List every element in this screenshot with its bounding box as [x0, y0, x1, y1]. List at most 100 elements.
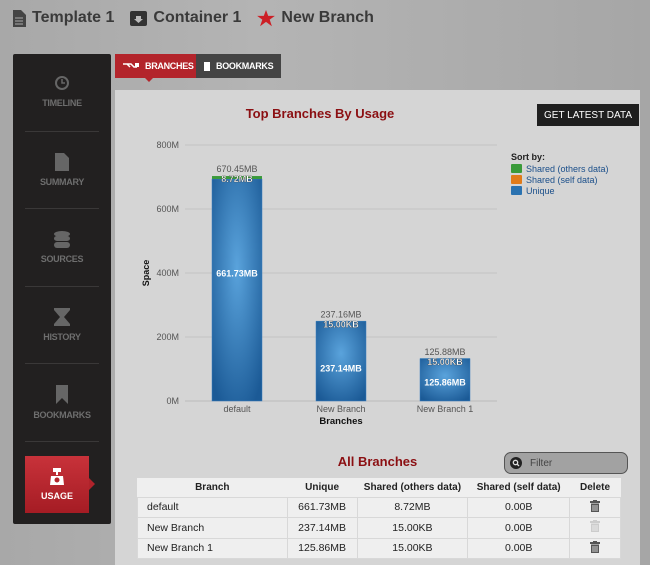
sidebar-item-label: SUMMARY — [39, 176, 85, 187]
table-cell: 0.00B — [467, 517, 571, 539]
y-tick-label: 400M — [156, 268, 179, 278]
bar-unique — [315, 321, 367, 402]
clock-icon — [55, 76, 69, 91]
bookmark-icon — [204, 61, 210, 71]
sidebar-item-label: TIMELINE — [42, 98, 82, 109]
bar-unique — [419, 358, 471, 402]
table-cell: 0.00B — [467, 496, 571, 518]
bar-unique-label: 125.86MB — [424, 377, 466, 387]
delete-cell — [569, 537, 621, 559]
legend-swatch — [511, 164, 522, 173]
sidebar-item-sources[interactable]: SOURCES — [25, 209, 99, 287]
document-icon — [55, 152, 69, 171]
container-icon — [130, 10, 148, 26]
star-icon — [257, 9, 276, 26]
tab-label: BRANCHES — [145, 61, 194, 71]
trash-icon[interactable] — [590, 540, 601, 553]
y-axis-label: Space — [141, 260, 151, 287]
sidebar-item-bookmarks[interactable]: BOOKMARKS — [25, 364, 99, 442]
breadcrumb-template[interactable]: Template 1 — [12, 9, 114, 27]
table-row[interactable]: New Branch 1 125.86MB 15.00KB 0.00B — [137, 537, 621, 559]
sidebar-item-timeline[interactable]: TIMELINE — [25, 54, 99, 132]
chart-title: Top Branches By Usage — [245, 106, 395, 121]
filter-placeholder: Filter — [530, 457, 553, 469]
table-cell: 8.72MB — [356, 496, 469, 518]
bar-shared-label: 8.72MB — [221, 174, 253, 184]
bar-shared-label: 15.00KB — [427, 357, 463, 367]
table-title: All Branches — [115, 454, 640, 469]
bar-shared-others — [420, 358, 470, 359]
table-row[interactable]: default 661.73MB 8.72MB 0.00B — [137, 496, 621, 518]
breadcrumb: Template 1 Container 1 New Branch — [12, 9, 374, 27]
database-icon — [54, 230, 70, 248]
bar-shared-others — [212, 176, 262, 179]
breadcrumb-label: Container 1 — [153, 9, 242, 26]
hourglass-icon — [54, 307, 70, 326]
legend-entry[interactable]: Shared (others data) — [526, 164, 609, 174]
legend-entry[interactable]: Shared (self data) — [526, 175, 598, 185]
legend-swatch — [511, 186, 522, 195]
bookmark-icon — [56, 384, 68, 404]
usage-panel: 0M 200M 400M 600M 800M 670.45MB 8.72MB 661.73MB… — [115, 90, 640, 565]
x-axis-label: Branches — [319, 416, 362, 427]
legend-swatch — [511, 175, 522, 184]
scale-icon — [50, 468, 64, 485]
table-cell: New Branch — [137, 517, 288, 539]
column-header[interactable]: Branch — [195, 481, 230, 493]
breadcrumb-label: New Branch — [281, 9, 374, 26]
branch-icon — [123, 63, 139, 68]
table-cell: 15.00KB — [356, 537, 469, 559]
search-icon — [510, 457, 522, 469]
filter-input[interactable]: Filter — [504, 452, 628, 474]
y-tick-label: 600M — [156, 204, 179, 214]
x-tick-label: default — [223, 404, 251, 414]
y-tick-label: 0M — [166, 396, 179, 406]
y-tick-label: 800M — [156, 140, 179, 150]
breadcrumb-label: Template 1 — [32, 9, 115, 26]
trash-icon[interactable] — [590, 499, 601, 512]
breadcrumb-container[interactable]: Container 1 — [130, 9, 241, 27]
x-tick-label: New Branch 1 — [417, 404, 474, 414]
delete-cell — [569, 496, 621, 518]
table-cell: New Branch 1 — [137, 537, 288, 559]
sidebar-item-label: HISTORY — [43, 331, 81, 342]
legend-entry[interactable]: Unique — [526, 186, 555, 196]
table-cell: 125.86MB — [286, 537, 358, 559]
bar-unique-label: 237.14MB — [320, 364, 362, 374]
tab-label: BOOKMARKS — [216, 61, 274, 71]
bar-total-label: 125.88MB — [424, 347, 465, 357]
sidebar-item-summary[interactable]: SUMMARY — [25, 132, 99, 209]
sidebar-item-history[interactable]: HISTORY — [25, 287, 99, 364]
sidebar-item-label: USAGE — [40, 491, 73, 501]
table-cell: 0.00B — [467, 537, 571, 559]
table-cell: default — [137, 496, 288, 518]
column-header[interactable]: Unique — [305, 481, 340, 493]
table-cell: 15.00KB — [356, 517, 469, 539]
table-header: Branch Unique Shared (others data) Share… — [138, 478, 621, 497]
table-cell: 237.14MB — [286, 517, 358, 539]
table-row[interactable]: New Branch 237.14MB 15.00KB 0.00B — [137, 517, 621, 539]
column-header: Delete — [580, 481, 611, 493]
sidebar: TIMELINE SUMMARY SOURCES HISTORY BOOKMAR… — [13, 54, 111, 524]
y-tick-label: 200M — [156, 332, 179, 342]
x-tick-label: New Branch — [316, 404, 365, 414]
bar-total-label: 237.16MB — [320, 309, 361, 319]
table-title-text: All Branches — [337, 454, 418, 469]
sidebar-item-usage[interactable]: USAGE — [25, 456, 95, 513]
delete-cell — [569, 517, 621, 539]
sidebar-item-label: BOOKMARKS — [33, 409, 91, 420]
branches-table: Branch Unique Shared (others data) Share… — [137, 478, 621, 559]
tab-branches[interactable]: BRANCHES — [115, 54, 202, 82]
sidebar-item-label: SOURCES — [40, 253, 84, 264]
bar-shared-others — [316, 320, 366, 322]
get-latest-data-button[interactable]: GET LATEST DATA — [537, 104, 639, 126]
tab-bookmarks[interactable]: BOOKMARKS — [196, 54, 282, 78]
bar-shared-label: 15.00KB — [323, 319, 359, 329]
column-header[interactable]: Shared (self data) — [476, 481, 561, 493]
trash-icon[interactable] — [590, 520, 601, 533]
legend-title: Sort by: — [511, 152, 545, 162]
column-header[interactable]: Shared (others data) — [363, 481, 462, 493]
bar-unique — [211, 178, 263, 402]
breadcrumb-branch[interactable]: New Branch — [257, 9, 374, 27]
